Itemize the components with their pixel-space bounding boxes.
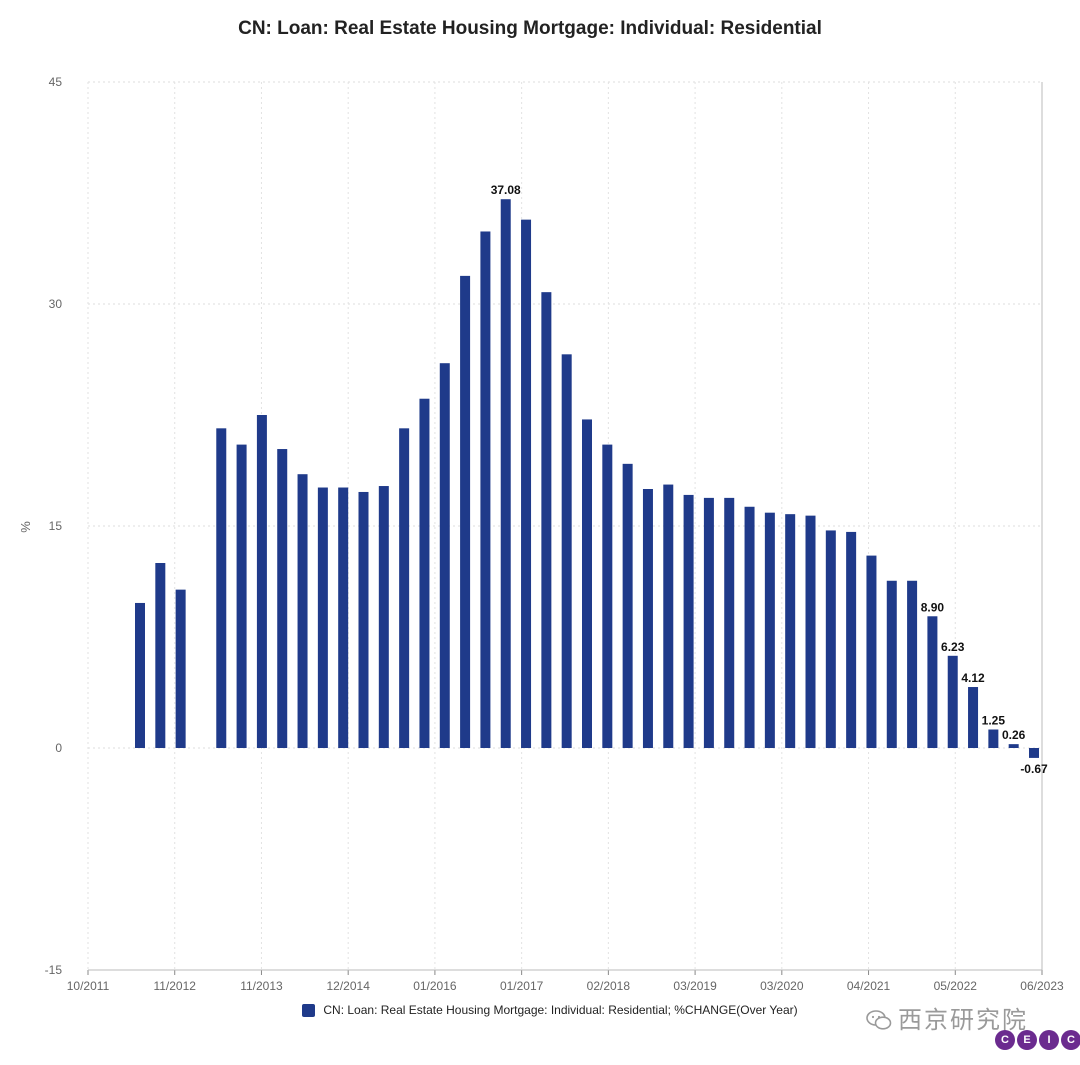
bar [968, 687, 979, 748]
bar [216, 428, 227, 748]
legend[interactable]: CN: Loan: Real Estate Housing Mortgage: … [0, 1003, 1080, 1017]
y-axis-label: % [18, 521, 33, 533]
bar [907, 580, 918, 748]
legend-swatch [302, 1003, 316, 1017]
bar [277, 449, 288, 748]
logo-letter: I [1039, 1030, 1059, 1050]
bar [825, 530, 836, 748]
bar [561, 354, 572, 748]
data-label: 37.08 [491, 183, 521, 197]
bar [175, 589, 186, 748]
bar [744, 506, 755, 748]
y-tick-label: 15 [49, 519, 63, 533]
bar [338, 487, 349, 748]
bar [460, 275, 471, 748]
bar [703, 497, 714, 748]
bar [521, 219, 532, 748]
x-tick-label: 03/2020 [760, 979, 804, 993]
bar [135, 602, 145, 748]
bar [947, 655, 958, 748]
bars [135, 199, 1039, 758]
bar [378, 486, 389, 748]
bar [663, 484, 674, 748]
bar [480, 231, 491, 749]
bar [785, 514, 796, 748]
bar [155, 563, 166, 748]
x-tick-label: 01/2016 [413, 979, 457, 993]
bar [419, 398, 430, 748]
y-tick-label: 0 [55, 741, 62, 755]
bar [358, 491, 369, 748]
bar [1008, 744, 1019, 748]
x-tick-label: 01/2017 [500, 979, 544, 993]
axes: 45 30 15 0 -15 10/2011 11/2012 11/2013 12/2014 01… [45, 75, 1064, 993]
bar [927, 616, 938, 748]
bar [236, 444, 247, 748]
bar [439, 363, 450, 748]
y-tick-label: 30 [49, 297, 63, 311]
wechat-icon [866, 1010, 892, 1030]
x-tick-label: 02/2018 [587, 979, 631, 993]
data-label: 1.25 [982, 714, 1006, 728]
logo-letter: C [995, 1030, 1015, 1050]
y-tick-label: -15 [45, 963, 63, 977]
data-labels: 37.08 8.90 6.23 4.12 1.250.26 -0.67 [491, 183, 1048, 776]
logo-letter: E [1017, 1030, 1037, 1050]
data-label: 8.90 [921, 600, 945, 614]
x-tick-label: 06/2023 [1020, 979, 1064, 993]
x-tick-label: 10/2011 [67, 979, 110, 993]
bar [683, 494, 694, 748]
bar [642, 489, 653, 748]
x-tick-label: 11/2012 [153, 979, 196, 993]
chart-title: CN: Loan: Real Estate Housing Mortgage: … [238, 18, 822, 39]
data-label: 0.26 [1002, 728, 1026, 742]
y-tick-label: 45 [49, 75, 63, 89]
x-tick-label: 03/2019 [673, 979, 717, 993]
bar [297, 474, 308, 748]
bar [256, 415, 267, 748]
x-tick-label: 11/2013 [240, 979, 283, 993]
bar [317, 487, 328, 748]
bar [602, 444, 613, 748]
x-tick-label: 04/2021 [847, 979, 891, 993]
bar [500, 199, 511, 748]
bar [622, 463, 633, 748]
watermark: 西京研究院 [866, 1000, 1028, 1035]
data-label: 4.12 [961, 671, 985, 685]
bar [866, 555, 877, 748]
logo-letter: C [1061, 1030, 1080, 1050]
bar [988, 729, 999, 748]
bar [541, 292, 552, 748]
bar [1029, 748, 1039, 758]
ceic-logo: C E I C [995, 1030, 1080, 1050]
data-label: -0.67 [1020, 762, 1048, 776]
bar [886, 580, 897, 748]
bar [764, 512, 775, 748]
bar [846, 531, 857, 748]
data-label: 6.23 [941, 640, 965, 654]
bar [805, 515, 816, 748]
x-tick-label: 12/2014 [326, 979, 370, 993]
bar [582, 419, 592, 748]
legend-label: CN: Loan: Real Estate Housing Mortgage: … [323, 1003, 798, 1017]
bar [399, 428, 410, 748]
watermark-text: 西京研究院 [898, 1007, 1028, 1034]
x-tick-label: 05/2022 [934, 979, 978, 993]
bar [724, 497, 735, 748]
